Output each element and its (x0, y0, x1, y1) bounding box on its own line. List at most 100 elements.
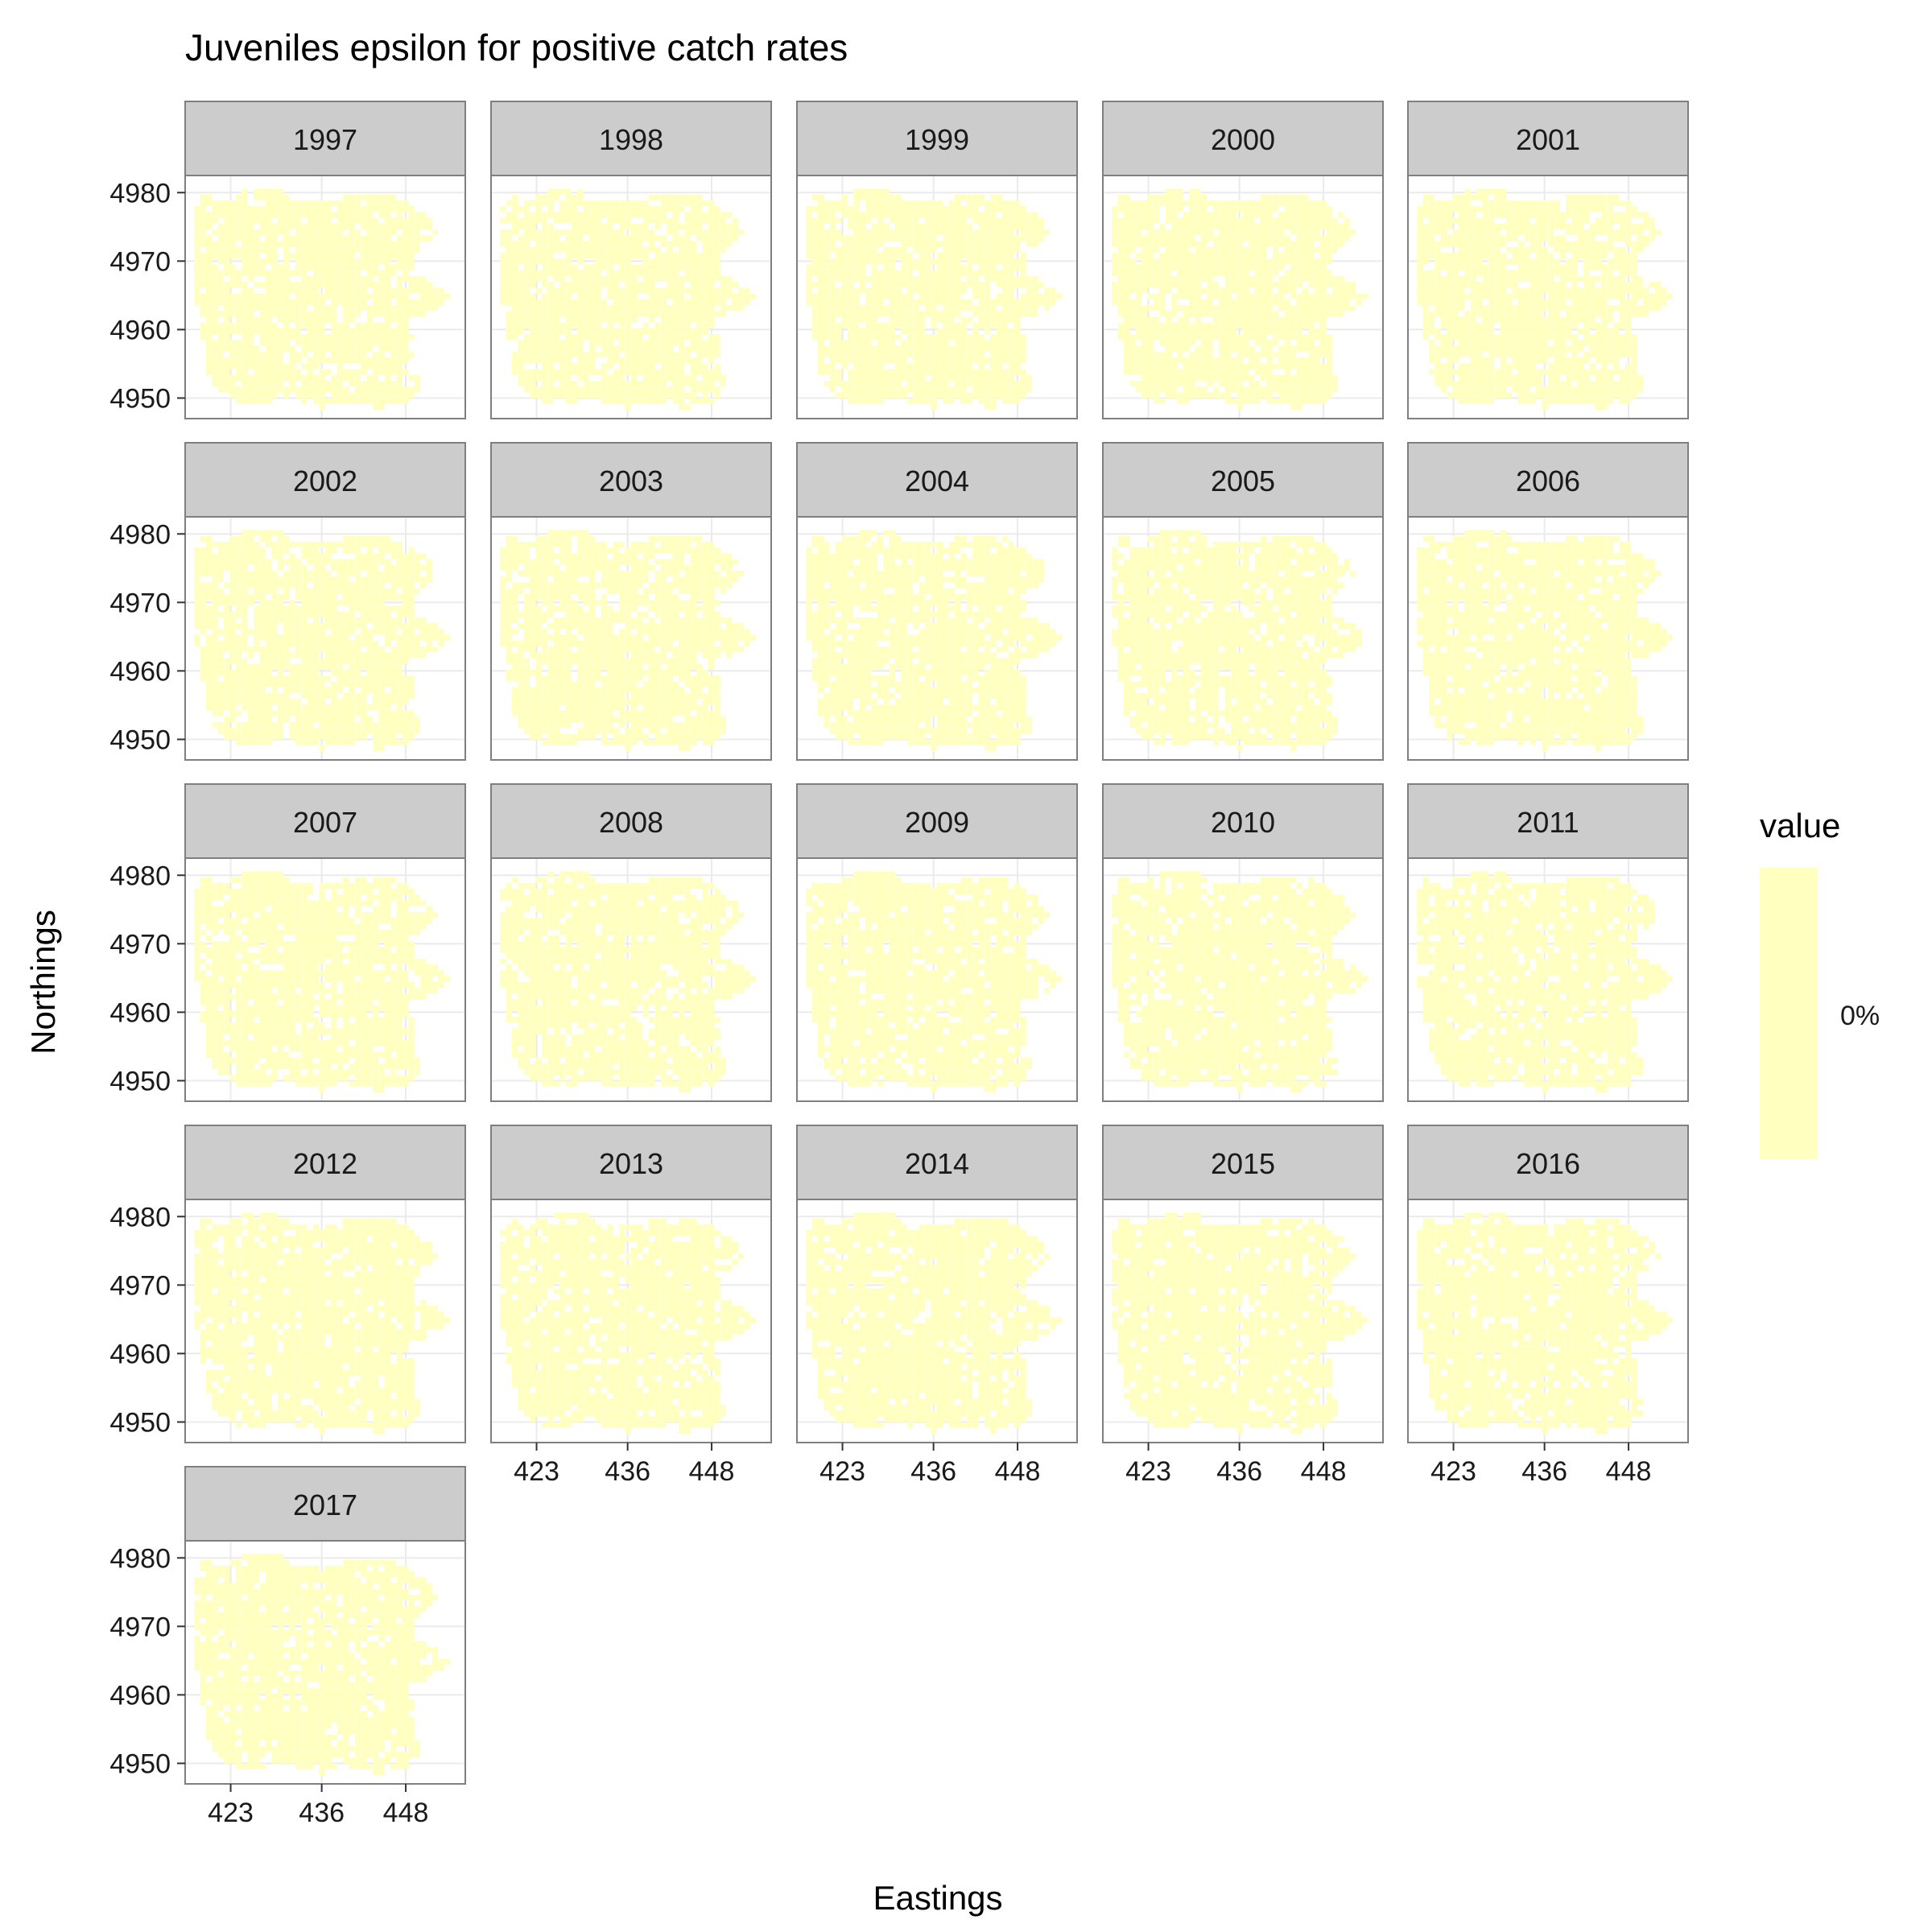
map-cell (1171, 241, 1177, 246)
map-cell (1213, 363, 1219, 369)
map-cell (1285, 334, 1290, 340)
map-cell (673, 386, 679, 392)
map-cell (1178, 294, 1183, 299)
map-cell (830, 287, 836, 293)
map-cell (1219, 357, 1224, 363)
map-cell (960, 323, 966, 328)
map-cell (1266, 218, 1272, 224)
map-cell (397, 218, 402, 224)
map-cell (607, 323, 613, 328)
map-cell (1249, 363, 1254, 369)
map-cell (1141, 247, 1147, 253)
map-cell (242, 340, 247, 345)
map-cell (1459, 346, 1464, 352)
map-cell (290, 386, 295, 392)
map-cell (1166, 323, 1171, 328)
map-cell (860, 392, 865, 398)
map-cell (842, 264, 848, 270)
map-cell (343, 206, 349, 212)
map-cell (1278, 294, 1284, 299)
map-cell (1302, 316, 1308, 322)
map-cell (679, 305, 684, 311)
map-cell (559, 381, 565, 386)
map-cell (654, 334, 660, 340)
map-cell (536, 357, 542, 363)
map-cell (1189, 381, 1195, 386)
map-cell (637, 264, 642, 270)
map-cell (1112, 282, 1117, 287)
map-cell (860, 369, 865, 375)
map-cell (566, 340, 572, 345)
map-cell (824, 200, 829, 206)
map-cell (1009, 294, 1014, 299)
map-cell (397, 235, 402, 241)
map-cell (577, 218, 583, 224)
map-cell (584, 224, 589, 229)
map-cell (542, 363, 547, 369)
map-cell (230, 375, 236, 381)
map-cell (679, 352, 684, 357)
map-cell (625, 352, 630, 357)
map-cell (726, 224, 732, 229)
map-cell (937, 386, 943, 392)
map-cell (200, 276, 206, 282)
map-cell (512, 276, 518, 282)
map-cell (937, 276, 943, 282)
map-cell (967, 381, 972, 386)
map-cell (1159, 294, 1165, 299)
map-cell (266, 270, 271, 276)
map-cell (673, 218, 679, 224)
map-cell (1423, 253, 1429, 258)
map-cell (679, 206, 684, 212)
map-cell (1423, 311, 1429, 316)
map-cell (955, 299, 960, 305)
map-cell (1154, 323, 1159, 328)
map-cell (1447, 369, 1452, 375)
map-cell (325, 287, 331, 293)
map-cell (1201, 334, 1207, 340)
map-cell (738, 287, 744, 293)
map-cell (224, 253, 229, 258)
map-cell (925, 381, 931, 386)
map-cell (1447, 287, 1452, 293)
map-cell (415, 287, 420, 293)
map-cell (654, 305, 660, 311)
map-cell (979, 381, 985, 386)
map-cell (230, 346, 236, 352)
map-cell (224, 299, 229, 305)
map-cell (589, 229, 595, 235)
map-cell (943, 212, 948, 217)
map-cell (1441, 235, 1447, 241)
map-cell (625, 264, 630, 270)
map-cell (643, 392, 649, 398)
map-cell (643, 328, 649, 334)
map-cell (890, 247, 895, 253)
map-cell (1159, 381, 1165, 386)
map-cell (985, 287, 990, 293)
map-cell (236, 282, 242, 287)
map-cell (919, 386, 925, 392)
map-cell (1171, 381, 1177, 386)
map-cell (1296, 369, 1302, 375)
map-cell (667, 247, 672, 253)
map-cell (596, 253, 601, 258)
map-cell (260, 357, 266, 363)
map-cell (1429, 241, 1435, 246)
map-cell (230, 276, 236, 282)
map-cell (607, 340, 613, 345)
map-cell (295, 375, 301, 381)
map-cell (1290, 206, 1296, 212)
map-cell (390, 381, 396, 386)
map-cell (625, 311, 630, 316)
map-cell (1225, 247, 1231, 253)
map-cell (661, 287, 667, 293)
map-cell (1009, 381, 1014, 386)
map-cell (331, 316, 336, 322)
map-cell (212, 218, 217, 224)
map-cell (1171, 195, 1177, 200)
map-cell (654, 258, 660, 264)
map-cell (319, 375, 324, 381)
map-cell (1338, 287, 1344, 293)
map-cell (572, 316, 577, 322)
map-cell (402, 206, 408, 212)
